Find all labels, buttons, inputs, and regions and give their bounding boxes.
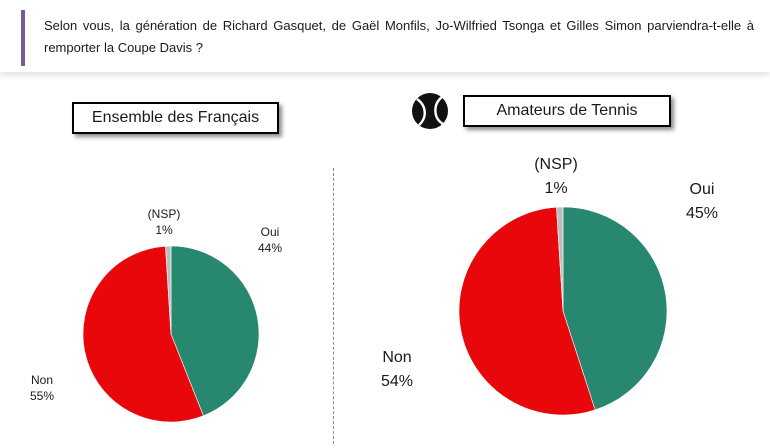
label-oui-amateurs: Oui 45% [685,181,719,222]
panel-divider [333,168,334,444]
pie-slice-nsp-ensemble [165,245,172,335]
pie-slice-non-amateurs [458,206,596,416]
pie-slice-nsp-amateurs [556,206,564,312]
label-non-amateurs: Non 54% [380,349,414,390]
accent-bar [21,10,25,66]
chart-title-amateurs: Amateurs de Tennis [463,95,671,127]
label-nsp-amateurs: (NSP) 1% [534,156,578,197]
tennis-ball-icon [412,93,448,129]
question-text: Selon vous, la génération de Richard Gas… [44,18,754,55]
label-non-ensemble: Non 55% [29,373,55,403]
label-oui-ensemble: Oui 44% [257,225,283,255]
label-nsp-ensemble: (NSP) 1% [147,207,181,237]
pie-slice-oui-ensemble [170,245,260,417]
question-header: Selon vous, la génération de Richard Gas… [0,0,770,72]
pie-slice-oui-amateurs [562,206,668,411]
chart-title-ensemble: Ensemble des Français [72,102,279,134]
pie-slice-non-ensemble [82,245,204,423]
